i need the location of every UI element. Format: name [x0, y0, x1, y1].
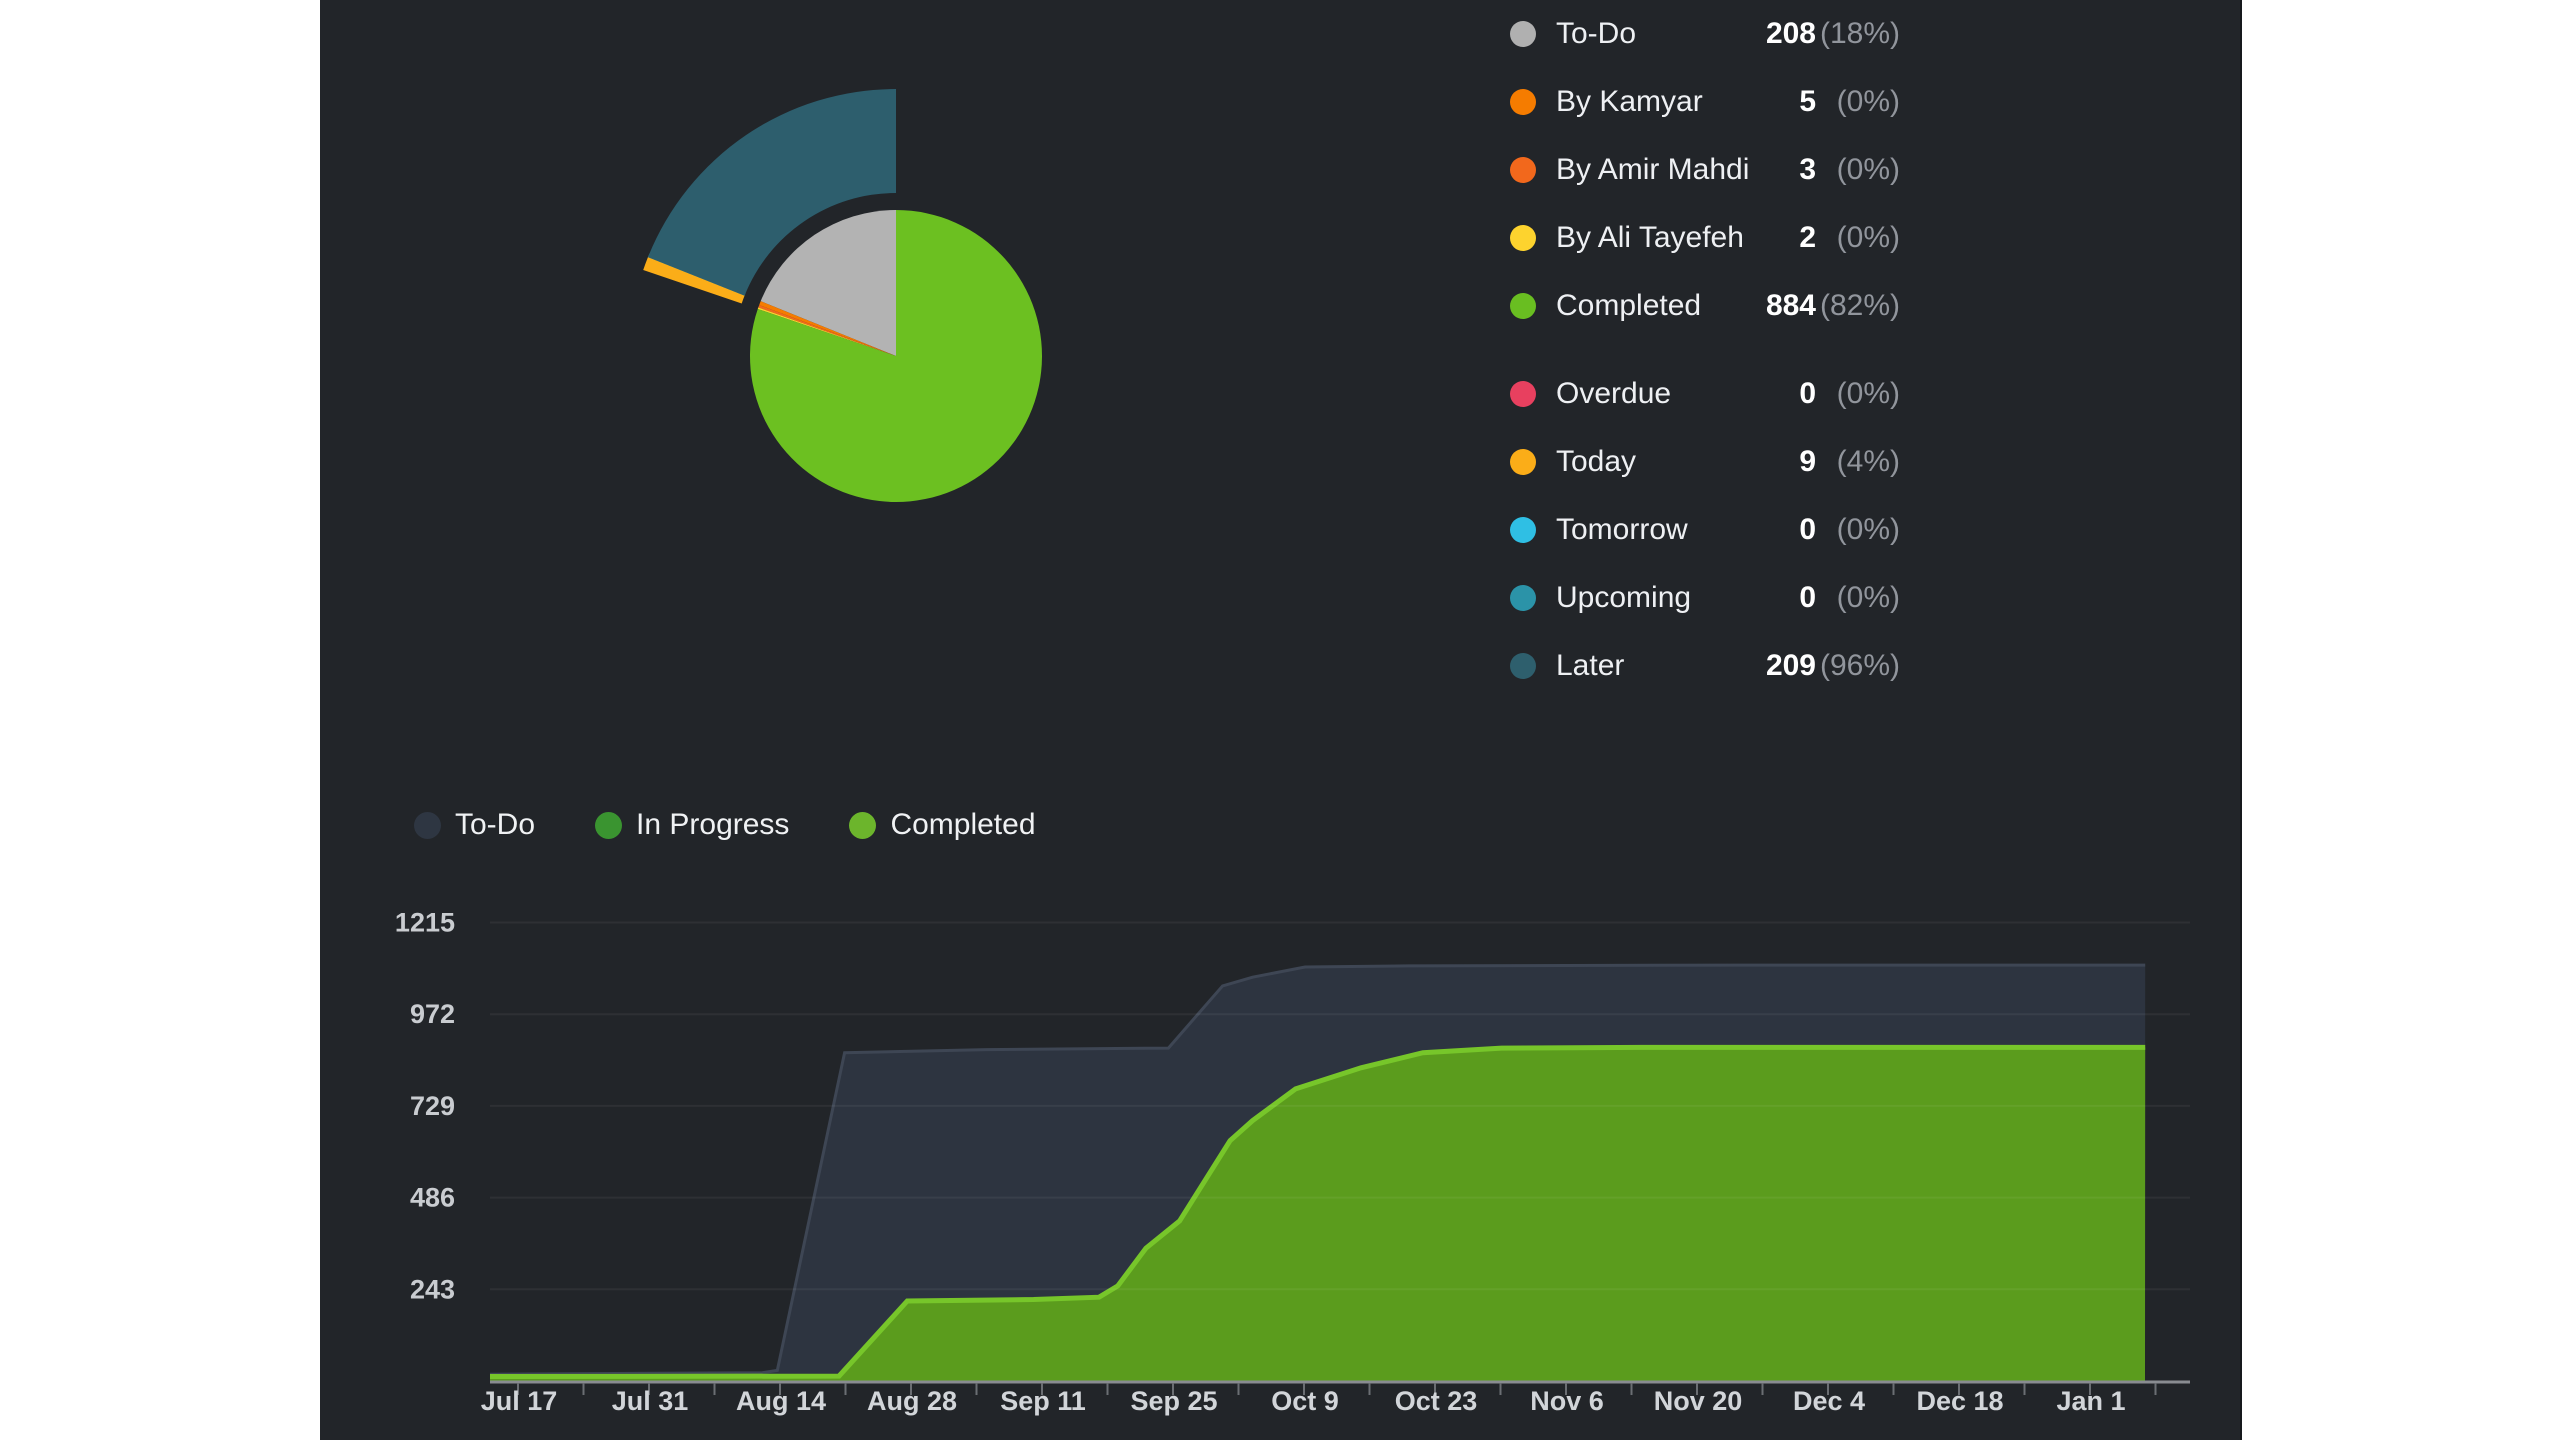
- legend-value: 884: [1765, 289, 1816, 322]
- legend-dot-icon: [595, 811, 623, 839]
- legend-dot-icon: [1510, 653, 1536, 679]
- area-chart-legend: To-Do In Progress Completed: [414, 798, 1036, 852]
- legend-value: 209: [1765, 649, 1816, 682]
- x-axis-label: Jan 1: [2056, 1386, 2125, 1416]
- legend-label: By Kamyar: [1556, 85, 1703, 118]
- legend-percent: (82%): [1819, 289, 1900, 322]
- legend-percent: (0%): [1836, 85, 1900, 118]
- legend-label: Later: [1556, 649, 1625, 682]
- legend-value: 0: [1799, 581, 1816, 614]
- legend-dot-icon: [1510, 21, 1536, 47]
- pie-chart: [643, 89, 1042, 502]
- legend-dot-icon: [1510, 157, 1536, 183]
- x-axis-label: Nov 6: [1530, 1386, 1604, 1416]
- x-axis-label: Oct 23: [1395, 1386, 1478, 1416]
- legend-value: 208: [1765, 17, 1816, 50]
- y-axis-label: 243: [410, 1274, 455, 1304]
- legend-label: By Ali Tayefeh: [1556, 221, 1744, 254]
- legend-value: 0: [1799, 377, 1816, 410]
- x-axis-label: Oct 9: [1271, 1386, 1339, 1416]
- legend-row-by-amir-mahdi[interactable]: By Amir Mahdi 3 (0%): [1510, 136, 1900, 204]
- legend-label: By Amir Mahdi: [1556, 153, 1750, 186]
- area-edge-to-do: [489, 963, 2146, 1376]
- pie-slice-completed[interactable]: [750, 210, 1042, 502]
- x-axis-label: Aug 14: [736, 1386, 826, 1416]
- legend-label: To-Do: [1556, 17, 1637, 50]
- pie-slice-by-amir-mahdi[interactable]: [758, 305, 896, 356]
- legend-dot-icon: [1510, 225, 1536, 251]
- legend-dot-icon: [1510, 381, 1536, 407]
- legend-group-gap: [1510, 340, 1900, 360]
- legend-percent: (0%): [1836, 377, 1900, 410]
- x-axis-label: Dec 18: [1916, 1386, 2003, 1416]
- legend-value: 5: [1799, 85, 1816, 118]
- legend-label: Upcoming: [1556, 581, 1692, 614]
- legend-percent: (18%): [1819, 17, 1900, 50]
- x-axis-label: Sep 25: [1130, 1386, 1217, 1416]
- legend-dot-icon: [1510, 449, 1536, 475]
- legend-label: Today: [1556, 445, 1637, 478]
- area-edge-completed: [489, 1044, 2146, 1379]
- area-legend-label: In Progress: [636, 808, 790, 841]
- dashboard-panel: To-Do 208 (18%) By Kamyar 5 (0%) By Amir Mahdi…: [320, 0, 2242, 1440]
- area-series-completed[interactable]: [490, 1047, 2146, 1381]
- legend-value: 9: [1799, 445, 1816, 478]
- status-summary-legend: To-Do 208 (18%) By Kamyar 5 (0%) By Amir Mahdi…: [1510, 0, 1900, 700]
- x-axis-label: Sep 11: [1000, 1386, 1086, 1416]
- legend-row-upcoming[interactable]: Upcoming 0 (0%): [1510, 564, 1900, 632]
- legend-label: Overdue: [1556, 377, 1672, 410]
- area-legend-label: To-Do: [455, 808, 536, 841]
- legend-value: 2: [1799, 221, 1816, 254]
- legend-dot-icon: [414, 811, 441, 839]
- y-axis-label: 972: [410, 999, 455, 1029]
- legend-percent: (0%): [1836, 153, 1900, 186]
- x-axis-label: Jul 31: [612, 1386, 689, 1416]
- legend-value: 0: [1799, 513, 1816, 546]
- due-ring-slice-later[interactable]: [647, 89, 896, 296]
- area-legend-item-to-do[interactable]: To-Do: [414, 808, 535, 842]
- area-chart: 243 486 729 972 1215 Jul 17 Jul 31 Aug 14 Aug 28…: [395, 908, 2190, 1416]
- pie-slice-by-ali-tayefeh[interactable]: [757, 307, 896, 356]
- legend-dot-icon: [1510, 517, 1536, 543]
- legend-row-completed[interactable]: Completed 884 (82%): [1510, 272, 1900, 340]
- legend-value: 3: [1799, 153, 1816, 186]
- legend-dot-icon: [1510, 89, 1536, 115]
- legend-group: To-Do 208 (18%) By Kamyar 5 (0%) By Amir Mahdi…: [1510, 0, 1900, 340]
- legend-dot-icon: [1510, 585, 1536, 611]
- legend-row-by-ali-tayefeh[interactable]: By Ali Tayefeh 2 (0%): [1510, 204, 1900, 272]
- x-axis-label: Nov 20: [1654, 1386, 1743, 1416]
- legend-row-tomorrow[interactable]: Tomorrow 0 (0%): [1510, 496, 1900, 564]
- due-ring-slice-today[interactable]: [643, 257, 745, 304]
- legend-percent: (96%): [1819, 649, 1900, 682]
- legend-label: Tomorrow: [1556, 513, 1688, 546]
- legend-percent: (0%): [1836, 581, 1900, 614]
- legend-label: Completed: [1556, 289, 1702, 322]
- legend-dot-icon: [849, 811, 877, 839]
- pie-slice-to-do[interactable]: [760, 210, 896, 356]
- legend-row-by-kamyar[interactable]: By Kamyar 5 (0%): [1510, 68, 1900, 136]
- area-legend-label: Completed: [890, 808, 1036, 841]
- y-axis-label: 729: [410, 1091, 455, 1121]
- legend-row-overdue[interactable]: Overdue 0 (0%): [1510, 360, 1900, 428]
- legend-row-to-do[interactable]: To-Do 208 (18%): [1510, 0, 1900, 68]
- legend-row-later[interactable]: Later 209 (96%): [1510, 632, 1900, 700]
- legend-percent: (4%): [1836, 445, 1900, 478]
- area-legend-item-in-progress[interactable]: In Progress: [595, 808, 789, 842]
- legend-percent: (0%): [1836, 221, 1900, 254]
- y-axis-label: 486: [410, 1183, 455, 1213]
- y-axis-label: 1215: [395, 908, 455, 938]
- x-axis-label: Jul 17: [481, 1386, 558, 1416]
- x-axis-label: Aug 28: [867, 1386, 957, 1416]
- legend-group: Overdue 0 (0%) Today 9 (4%) Tomorrow 0 (0%) Upcom…: [1510, 360, 1900, 700]
- area-legend-item-completed[interactable]: Completed: [849, 808, 1036, 842]
- legend-row-today[interactable]: Today 9 (4%): [1510, 428, 1900, 496]
- x-axis-label: Dec 4: [1793, 1386, 1865, 1416]
- legend-dot-icon: [1510, 293, 1536, 319]
- legend-percent: (0%): [1836, 513, 1900, 546]
- pie-slice-by-kamyar[interactable]: [759, 301, 896, 356]
